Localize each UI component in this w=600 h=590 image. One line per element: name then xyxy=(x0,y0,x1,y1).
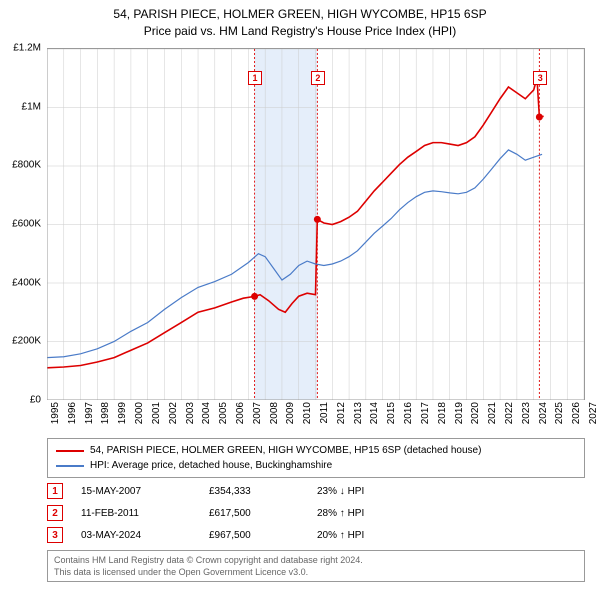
x-tick-label: 2016 xyxy=(403,402,414,424)
x-tick-label: 1995 xyxy=(50,402,61,424)
transaction-marker: 3 xyxy=(47,527,63,543)
x-tick-label: 2009 xyxy=(285,402,296,424)
x-tick-label: 2019 xyxy=(454,402,465,424)
x-tick-label: 2023 xyxy=(521,402,532,424)
legend-item: 54, PARISH PIECE, HOLMER GREEN, HIGH WYC… xyxy=(56,443,576,458)
chart-title-block: 54, PARISH PIECE, HOLMER GREEN, HIGH WYC… xyxy=(0,0,600,40)
footer-line2: This data is licensed under the Open Gov… xyxy=(54,566,578,578)
legend-swatch xyxy=(56,450,84,452)
transaction-row: 2 11-FEB-2011 £617,500 28% ↑ HPI xyxy=(47,502,585,524)
y-tick-label: £200K xyxy=(12,336,41,347)
x-tick-label: 2015 xyxy=(386,402,397,424)
chart-svg xyxy=(47,49,584,400)
x-tick-label: 2008 xyxy=(269,402,280,424)
x-tick-label: 2024 xyxy=(538,402,549,424)
x-tick-label: 2014 xyxy=(369,402,380,424)
y-tick-label: £1M xyxy=(22,101,41,112)
transaction-price: £354,333 xyxy=(209,486,299,497)
transaction-marker: 2 xyxy=(47,505,63,521)
transaction-price: £617,500 xyxy=(209,508,299,519)
y-tick-label: £400K xyxy=(12,277,41,288)
footer-line1: Contains HM Land Registry data © Crown c… xyxy=(54,554,578,566)
x-tick-label: 1997 xyxy=(84,402,95,424)
x-tick-label: 2003 xyxy=(185,402,196,424)
legend-label: 54, PARISH PIECE, HOLMER GREEN, HIGH WYC… xyxy=(90,443,481,458)
x-tick-label: 2017 xyxy=(420,402,431,424)
transaction-delta: 28% ↑ HPI xyxy=(317,508,407,519)
title-line1: 54, PARISH PIECE, HOLMER GREEN, HIGH WYC… xyxy=(0,6,600,23)
legend-swatch xyxy=(56,465,84,467)
transaction-date: 03-MAY-2024 xyxy=(81,530,191,541)
legend-label: HPI: Average price, detached house, Buck… xyxy=(90,458,332,473)
x-tick-label: 2026 xyxy=(571,402,582,424)
x-tick-label: 2006 xyxy=(235,402,246,424)
x-tick-label: 2002 xyxy=(168,402,179,424)
x-tick-label: 2005 xyxy=(218,402,229,424)
transaction-row: 3 03-MAY-2024 £967,500 20% ↑ HPI xyxy=(47,524,585,546)
plot-area: 1 2 3 xyxy=(47,48,585,400)
attribution-footer: Contains HM Land Registry data © Crown c… xyxy=(47,550,585,582)
chart-container: { "title_line1": "54, PARISH PIECE, HOLM… xyxy=(0,0,600,590)
event-marker: 1 xyxy=(248,71,262,85)
legend-item: HPI: Average price, detached house, Buck… xyxy=(56,458,576,473)
y-axis: £0£200K£400K£600K£800K£1M£1.2M xyxy=(0,48,45,400)
y-tick-label: £600K xyxy=(12,219,41,230)
transaction-row: 1 15-MAY-2007 £354,333 23% ↓ HPI xyxy=(47,480,585,502)
x-tick-label: 1998 xyxy=(100,402,111,424)
x-tick-label: 2001 xyxy=(151,402,162,424)
transaction-date: 11-FEB-2011 xyxy=(81,508,191,519)
y-tick-label: £1.2M xyxy=(13,43,41,54)
transaction-delta: 23% ↓ HPI xyxy=(317,486,407,497)
transaction-price: £967,500 xyxy=(209,530,299,541)
x-tick-label: 2025 xyxy=(554,402,565,424)
transaction-marker: 1 xyxy=(47,483,63,499)
title-line2: Price paid vs. HM Land Registry's House … xyxy=(0,23,600,40)
x-tick-label: 1999 xyxy=(117,402,128,424)
x-tick-label: 2018 xyxy=(437,402,448,424)
transaction-delta: 20% ↑ HPI xyxy=(317,530,407,541)
x-tick-label: 2027 xyxy=(588,402,599,424)
x-tick-label: 2013 xyxy=(353,402,364,424)
x-tick-label: 2010 xyxy=(302,402,313,424)
x-tick-label: 2007 xyxy=(252,402,263,424)
x-axis: 1995 1996 1997 1998 1999 2000 2001 2002 2003 2004… xyxy=(47,400,585,432)
event-marker: 3 xyxy=(533,71,547,85)
x-tick-label: 2012 xyxy=(336,402,347,424)
x-tick-label: 2004 xyxy=(201,402,212,424)
x-tick-label: 2021 xyxy=(487,402,498,424)
x-tick-label: 2011 xyxy=(319,402,330,424)
x-tick-label: 2020 xyxy=(470,402,481,424)
x-tick-label: 2000 xyxy=(134,402,145,424)
y-tick-label: £0 xyxy=(30,395,41,406)
y-tick-label: £800K xyxy=(12,160,41,171)
legend: 54, PARISH PIECE, HOLMER GREEN, HIGH WYC… xyxy=(47,438,585,478)
transaction-date: 15-MAY-2007 xyxy=(81,486,191,497)
x-tick-label: 1996 xyxy=(67,402,78,424)
x-tick-label: 2022 xyxy=(504,402,515,424)
transactions-table: 1 15-MAY-2007 £354,333 23% ↓ HPI 2 11-FEB-201… xyxy=(47,480,585,546)
event-marker: 2 xyxy=(311,71,325,85)
